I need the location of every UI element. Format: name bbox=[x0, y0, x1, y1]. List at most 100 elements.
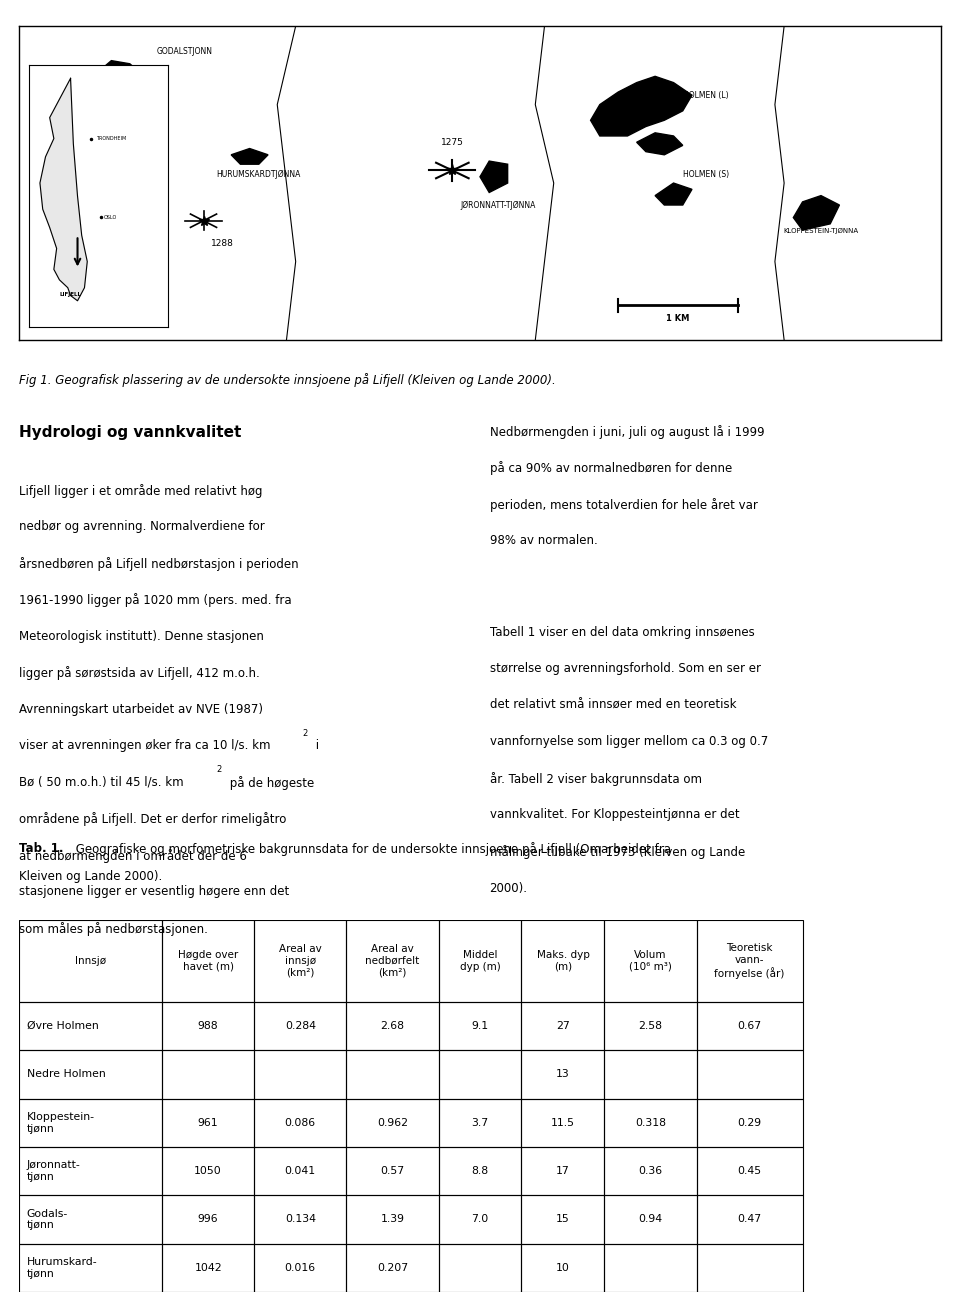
Text: Maks. dyp
(m): Maks. dyp (m) bbox=[537, 950, 589, 972]
Text: Tab. 1.: Tab. 1. bbox=[19, 842, 63, 855]
Text: vannfornyelse som ligger mellom ca 0.3 og 0.7: vannfornyelse som ligger mellom ca 0.3 o… bbox=[490, 736, 768, 748]
Bar bbox=[439, 1002, 521, 1051]
Polygon shape bbox=[793, 196, 839, 230]
Bar bbox=[19, 1099, 162, 1147]
Text: 0.041: 0.041 bbox=[285, 1167, 316, 1176]
Text: 27: 27 bbox=[556, 1021, 570, 1031]
Bar bbox=[347, 1244, 439, 1292]
Text: Jøronnatt-
tjønn: Jøronnatt- tjønn bbox=[27, 1160, 81, 1182]
Bar bbox=[605, 920, 697, 1002]
Text: 2.68: 2.68 bbox=[380, 1021, 404, 1031]
Bar bbox=[439, 1051, 521, 1099]
Bar bbox=[439, 1099, 521, 1147]
Text: 0.962: 0.962 bbox=[377, 1117, 408, 1128]
Text: Teoretisk
vann-
fornyelse (år): Teoretisk vann- fornyelse (år) bbox=[714, 944, 784, 979]
Text: HURUMSKARDTJØNNA: HURUMSKARDTJØNNA bbox=[217, 170, 301, 179]
Bar bbox=[19, 1002, 162, 1051]
Bar bbox=[254, 920, 347, 1002]
Polygon shape bbox=[40, 78, 87, 300]
Text: 0.47: 0.47 bbox=[737, 1215, 761, 1224]
Bar bbox=[162, 1002, 254, 1051]
Text: Hurumskard-
tjønn: Hurumskard- tjønn bbox=[27, 1257, 97, 1279]
Text: 1042: 1042 bbox=[194, 1263, 222, 1272]
Bar bbox=[605, 1002, 697, 1051]
Text: Volum
(10⁶ m³): Volum (10⁶ m³) bbox=[629, 950, 672, 972]
Bar bbox=[439, 1195, 521, 1244]
Text: 3.7: 3.7 bbox=[471, 1117, 489, 1128]
Text: 2: 2 bbox=[216, 766, 221, 774]
Bar bbox=[254, 1002, 347, 1051]
Text: Hydrologi og vannkvalitet: Hydrologi og vannkvalitet bbox=[19, 425, 242, 440]
Text: Meteorologisk institutt). Denne stasjonen: Meteorologisk institutt). Denne stasjone… bbox=[19, 630, 264, 642]
Text: 0.134: 0.134 bbox=[285, 1215, 316, 1224]
Text: 10: 10 bbox=[556, 1263, 570, 1272]
Bar bbox=[605, 1195, 697, 1244]
Text: stasjonene ligger er vesentlig høgere enn det: stasjonene ligger er vesentlig høgere en… bbox=[19, 886, 290, 898]
Polygon shape bbox=[655, 183, 692, 205]
Text: Tabell 1 viser en del data omkring innsøenes: Tabell 1 viser en del data omkring innsø… bbox=[490, 626, 755, 638]
Text: 0.284: 0.284 bbox=[285, 1021, 316, 1031]
Bar bbox=[697, 1099, 803, 1147]
Text: 1275: 1275 bbox=[441, 138, 464, 147]
Text: 2000).: 2000). bbox=[490, 882, 528, 894]
Text: nedbør og avrenning. Normalverdiene for: nedbør og avrenning. Normalverdiene for bbox=[19, 521, 265, 532]
Bar bbox=[347, 1099, 439, 1147]
Text: JØRONNATT-TJØNNA: JØRONNATT-TJØNNA bbox=[461, 201, 536, 210]
Bar bbox=[439, 920, 521, 1002]
Text: Fig 1. Geografisk plassering av de undersokte innsjoene på Lifjell (Kleiven og L: Fig 1. Geografisk plassering av de under… bbox=[19, 373, 556, 386]
Text: 2.58: 2.58 bbox=[638, 1021, 662, 1031]
Text: viser at avrenningen øker fra ca 10 l/s. km: viser at avrenningen øker fra ca 10 l/s.… bbox=[19, 740, 271, 752]
Text: det relativt små innsøer med en teoretisk: det relativt små innsøer med en teoretis… bbox=[490, 699, 736, 711]
Text: som måles på nedbørstasjonen.: som måles på nedbørstasjonen. bbox=[19, 923, 208, 936]
Text: HOLMEN (S): HOLMEN (S) bbox=[683, 170, 729, 179]
Text: 961: 961 bbox=[198, 1117, 219, 1128]
Text: 0.94: 0.94 bbox=[638, 1215, 662, 1224]
Text: 996: 996 bbox=[198, 1215, 219, 1224]
Text: Nedre Holmen: Nedre Holmen bbox=[27, 1069, 106, 1079]
Text: årsnedbøren på Lifjell nedbørstasjon i perioden: årsnedbøren på Lifjell nedbørstasjon i p… bbox=[19, 557, 299, 570]
Bar bbox=[254, 1147, 347, 1195]
Text: 0.207: 0.207 bbox=[377, 1263, 408, 1272]
Bar bbox=[347, 1195, 439, 1244]
Text: Bø ( 50 m.o.h.) til 45 l/s. km: Bø ( 50 m.o.h.) til 45 l/s. km bbox=[19, 776, 183, 788]
Polygon shape bbox=[231, 149, 268, 164]
Text: 17: 17 bbox=[556, 1167, 570, 1176]
Text: Lifjell ligger i et område med relativt høg: Lifjell ligger i et område med relativt … bbox=[19, 484, 263, 497]
Text: 0.016: 0.016 bbox=[285, 1263, 316, 1272]
Text: 0.29: 0.29 bbox=[737, 1117, 761, 1128]
Bar bbox=[254, 1051, 347, 1099]
Text: HOLMEN (L): HOLMEN (L) bbox=[683, 91, 729, 100]
Bar bbox=[697, 1195, 803, 1244]
Bar bbox=[697, 1002, 803, 1051]
Bar bbox=[162, 1244, 254, 1292]
Bar bbox=[162, 1147, 254, 1195]
Bar bbox=[19, 1051, 162, 1099]
Text: områdene på Lifjell. Det er derfor rimeligåtro: områdene på Lifjell. Det er derfor rimel… bbox=[19, 813, 287, 826]
Bar bbox=[162, 920, 254, 1002]
Text: 1288: 1288 bbox=[210, 239, 233, 248]
Bar bbox=[521, 1244, 605, 1292]
Bar bbox=[521, 1195, 605, 1244]
Text: 1050: 1050 bbox=[194, 1167, 222, 1176]
Text: 0.318: 0.318 bbox=[635, 1117, 666, 1128]
Bar bbox=[697, 1244, 803, 1292]
Text: Godals-
tjønn: Godals- tjønn bbox=[27, 1208, 68, 1231]
Text: 0.36: 0.36 bbox=[638, 1167, 662, 1176]
Bar bbox=[347, 1002, 439, 1051]
Text: 2: 2 bbox=[302, 729, 307, 737]
Text: 8.8: 8.8 bbox=[471, 1167, 489, 1176]
Polygon shape bbox=[480, 161, 508, 192]
Bar bbox=[521, 1147, 605, 1195]
Bar bbox=[19, 1195, 162, 1244]
Bar bbox=[19, 1147, 162, 1195]
Bar bbox=[521, 1051, 605, 1099]
Text: Avrenningskart utarbeidet av NVE (1987): Avrenningskart utarbeidet av NVE (1987) bbox=[19, 703, 263, 715]
Text: 1 KM: 1 KM bbox=[666, 315, 690, 324]
Text: 7.0: 7.0 bbox=[471, 1215, 489, 1224]
Text: 1961-1990 ligger på 1020 mm (pers. med. fra: 1961-1990 ligger på 1020 mm (pers. med. … bbox=[19, 594, 292, 607]
Bar bbox=[254, 1195, 347, 1244]
Text: Areal av
innsjø
(km²): Areal av innsjø (km²) bbox=[279, 945, 322, 977]
Text: målinger tilbake til 1973 (Kleiven og Lande: målinger tilbake til 1973 (Kleiven og La… bbox=[490, 846, 745, 859]
Text: Kleiven og Lande 2000).: Kleiven og Lande 2000). bbox=[19, 870, 162, 883]
Text: vannkvalitet. For Kloppesteintjønna er det: vannkvalitet. For Kloppesteintjønna er d… bbox=[490, 809, 739, 821]
